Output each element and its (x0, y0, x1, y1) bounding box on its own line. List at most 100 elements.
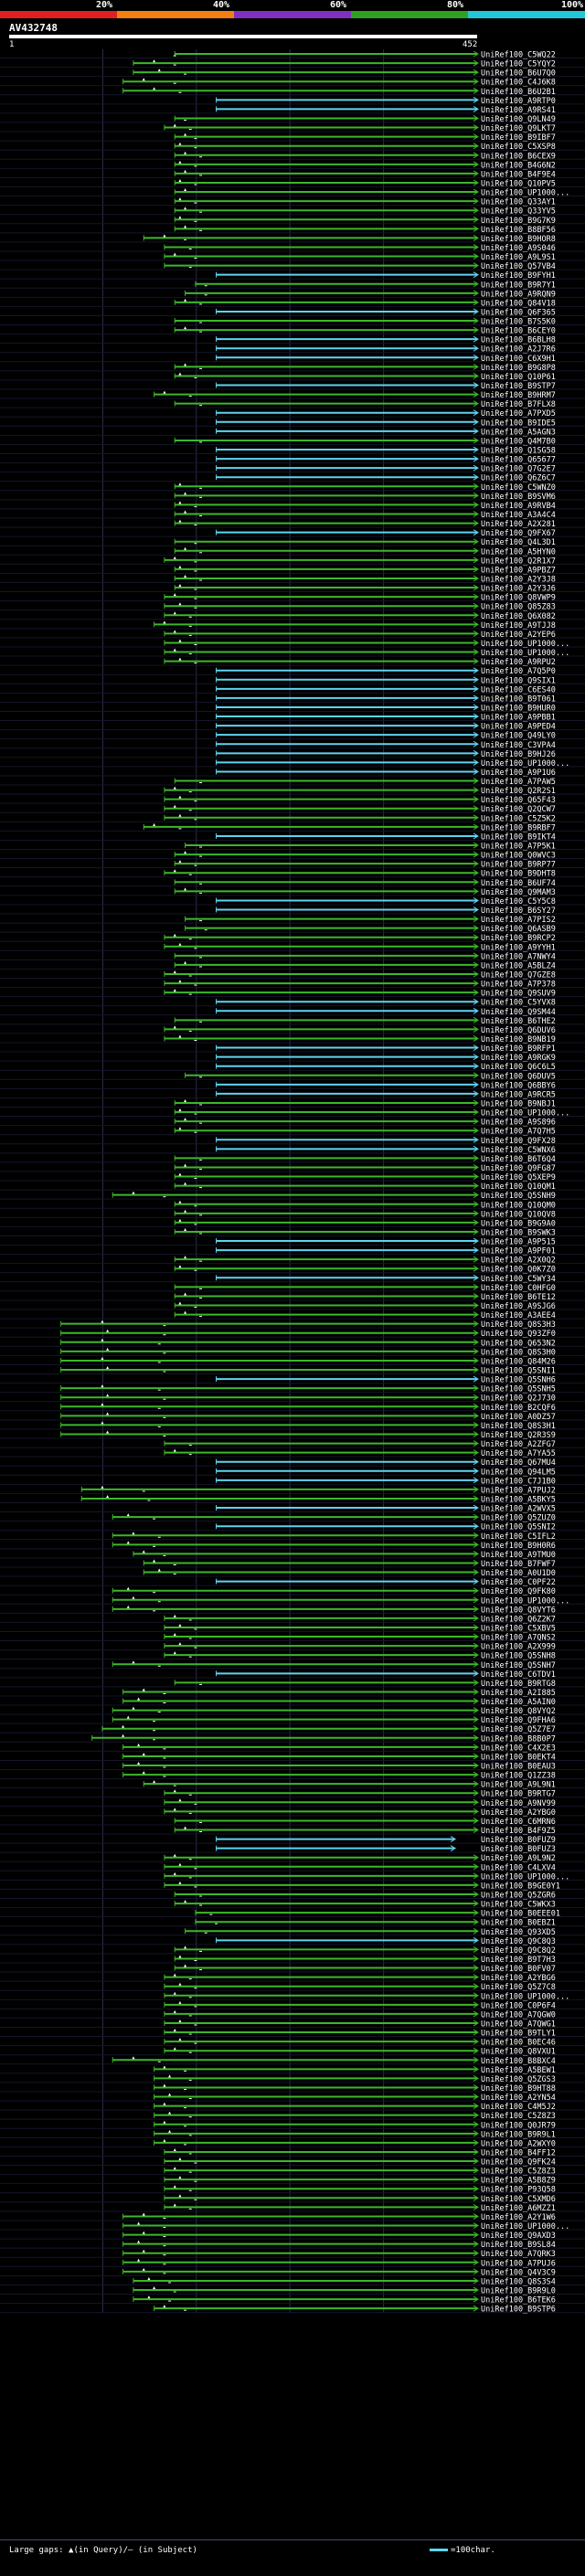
hit-end-arrow (473, 1818, 479, 1824)
hit-end-arrow (473, 731, 479, 738)
hit-end-arrow (473, 823, 479, 831)
alignment-chart: UniRef100_C5WQ22UniRef100_C5YQY2UniRef10… (0, 49, 585, 2315)
hit-label: UniRef100_Q6DUV5 (481, 1072, 556, 1081)
hit-end-arrow (473, 1136, 479, 1143)
hit-end-arrow (473, 740, 479, 747)
hit-end-arrow (473, 602, 479, 610)
query-gap-marker (178, 1881, 182, 1884)
hit-label: UniRef100_C5Z8Z3 (481, 2168, 556, 2177)
hit-end-arrow (473, 2213, 479, 2220)
hit-end-arrow (473, 1891, 479, 1898)
hit-label: UniRef100_B4G6N2 (481, 161, 556, 170)
hit-label: UniRef100_C5Y5C8 (481, 897, 556, 906)
hit-label: UniRef100_A9NV99 (481, 1799, 556, 1808)
hit-label: UniRef100_A5BKY5 (481, 1495, 556, 1504)
hit-end-arrow (473, 869, 479, 876)
query-gap-marker (178, 1200, 182, 1203)
hit-end-arrow (473, 345, 479, 352)
hit-label: UniRef100_A2WXY0 (481, 2139, 556, 2148)
query-gap-marker (142, 2249, 145, 2253)
hit-end-arrow (473, 1099, 479, 1107)
hit-end-arrow (473, 492, 479, 499)
hit-end-arrow (473, 2148, 479, 2156)
query-gap-marker (157, 69, 161, 72)
hit-label: UniRef100_A2YBG6 (481, 1974, 556, 1983)
query-gap-marker (173, 1025, 176, 1029)
hit-end-arrow (473, 419, 479, 426)
hit-end-arrow (473, 1357, 479, 1364)
scale-segment (234, 11, 351, 18)
hit-label: UniRef100_B9HRM7 (481, 391, 556, 400)
hit-end-arrow (473, 1807, 479, 1815)
query-gap-marker (173, 804, 176, 808)
hit-label: UniRef100_Q8VWP9 (481, 594, 556, 603)
hit-label: UniRef100_B9T061 (481, 694, 556, 704)
query-gap-marker (178, 1034, 182, 1038)
hit-end-arrow (473, 161, 479, 168)
hit-end-arrow (473, 2167, 479, 2174)
hit-label: UniRef100_A9RQN9 (481, 290, 556, 299)
hit-end-arrow (473, 805, 479, 812)
hit-end-arrow (473, 1182, 479, 1190)
hit-end-arrow (473, 1909, 479, 1916)
hit-end-arrow (473, 1246, 479, 1254)
legend-scale-label: =100char. (451, 2546, 495, 2555)
query-end-label: 452 (463, 40, 478, 49)
query-gap-marker (137, 2240, 141, 2243)
hit-label: UniRef100_A3A4C4 (481, 511, 556, 520)
hit-end-arrow (473, 1320, 479, 1328)
hit-label: UniRef100_B6BLH8 (481, 336, 556, 345)
hit-label: UniRef100_B8BF56 (481, 226, 556, 235)
hit-end-arrow (473, 2250, 479, 2257)
query-gap-marker (173, 2203, 176, 2207)
hit-end-arrow (473, 1265, 479, 1272)
hit-end-arrow (473, 1854, 479, 1861)
hit-end-arrow (473, 1440, 479, 1447)
hit-end-arrow (473, 1339, 479, 1346)
query-gap-marker (132, 1706, 135, 1710)
query-gap-marker (178, 2000, 182, 2004)
hit-end-arrow (473, 704, 479, 711)
hit-label: UniRef100_B9TLY1 (481, 2030, 556, 2039)
hit-label: UniRef100_B9SL84 (481, 2241, 556, 2250)
hit-label: UniRef100_Q9SUV9 (481, 990, 556, 999)
hit-end-arrow (473, 1164, 479, 1171)
hit-end-arrow (473, 1108, 479, 1116)
hit-label: UniRef100_A9RGK9 (481, 1054, 556, 1063)
hit-label: UniRef100_Q6ASB9 (481, 925, 556, 934)
hit-label: UniRef100_B4FF12 (481, 2148, 556, 2157)
hit-label: UniRef100_Q93XD5 (481, 1928, 556, 1937)
query-gap-marker (126, 1541, 130, 1544)
query-gap-marker (168, 2093, 172, 2096)
hit-end-arrow (473, 124, 479, 131)
query-gap-marker (126, 1586, 130, 1590)
hit-end-arrow (473, 1201, 479, 1208)
query-gap-marker (137, 2221, 141, 2225)
hit-label: UniRef100_Q653N2 (481, 1339, 556, 1348)
hit-end-arrow (473, 1587, 479, 1595)
hit-end-arrow (473, 391, 479, 398)
query-gap-marker (173, 648, 176, 652)
hit-end-arrow (473, 179, 479, 186)
hit-end-arrow (473, 207, 479, 214)
query-gap-marker (178, 1172, 182, 1176)
query-gap-marker (184, 298, 187, 302)
hit-end-arrow (473, 317, 479, 324)
query-gap-marker (184, 574, 187, 578)
hit-label: UniRef100_Q9C8Q2 (481, 1946, 556, 1956)
hit-label: UniRef100_Q67MU4 (481, 1458, 556, 1468)
hit-label: UniRef100_A5BLZ4 (481, 961, 556, 970)
hit-end-arrow (473, 1293, 479, 1299)
hit-end-arrow (473, 133, 479, 141)
hit-end-arrow (473, 2185, 479, 2192)
query-gap-marker (173, 1807, 176, 1811)
hit-end-arrow (473, 197, 479, 205)
hit-label: UniRef100_Q5SNI1 (481, 1367, 556, 1376)
hit-label: UniRef100_C5WY34 (481, 1275, 556, 1284)
query-gap-marker (157, 1568, 161, 1572)
hit-label: UniRef100_A2ZFG7 (481, 1440, 556, 1449)
hit-label: UniRef100_Q10P61 (481, 373, 556, 382)
hit-label: UniRef100_Q10QM0 (481, 1201, 556, 1210)
hit-label: UniRef100_UP1000... (481, 1596, 569, 1606)
hit-label: UniRef100_A9RS41 (481, 106, 556, 115)
